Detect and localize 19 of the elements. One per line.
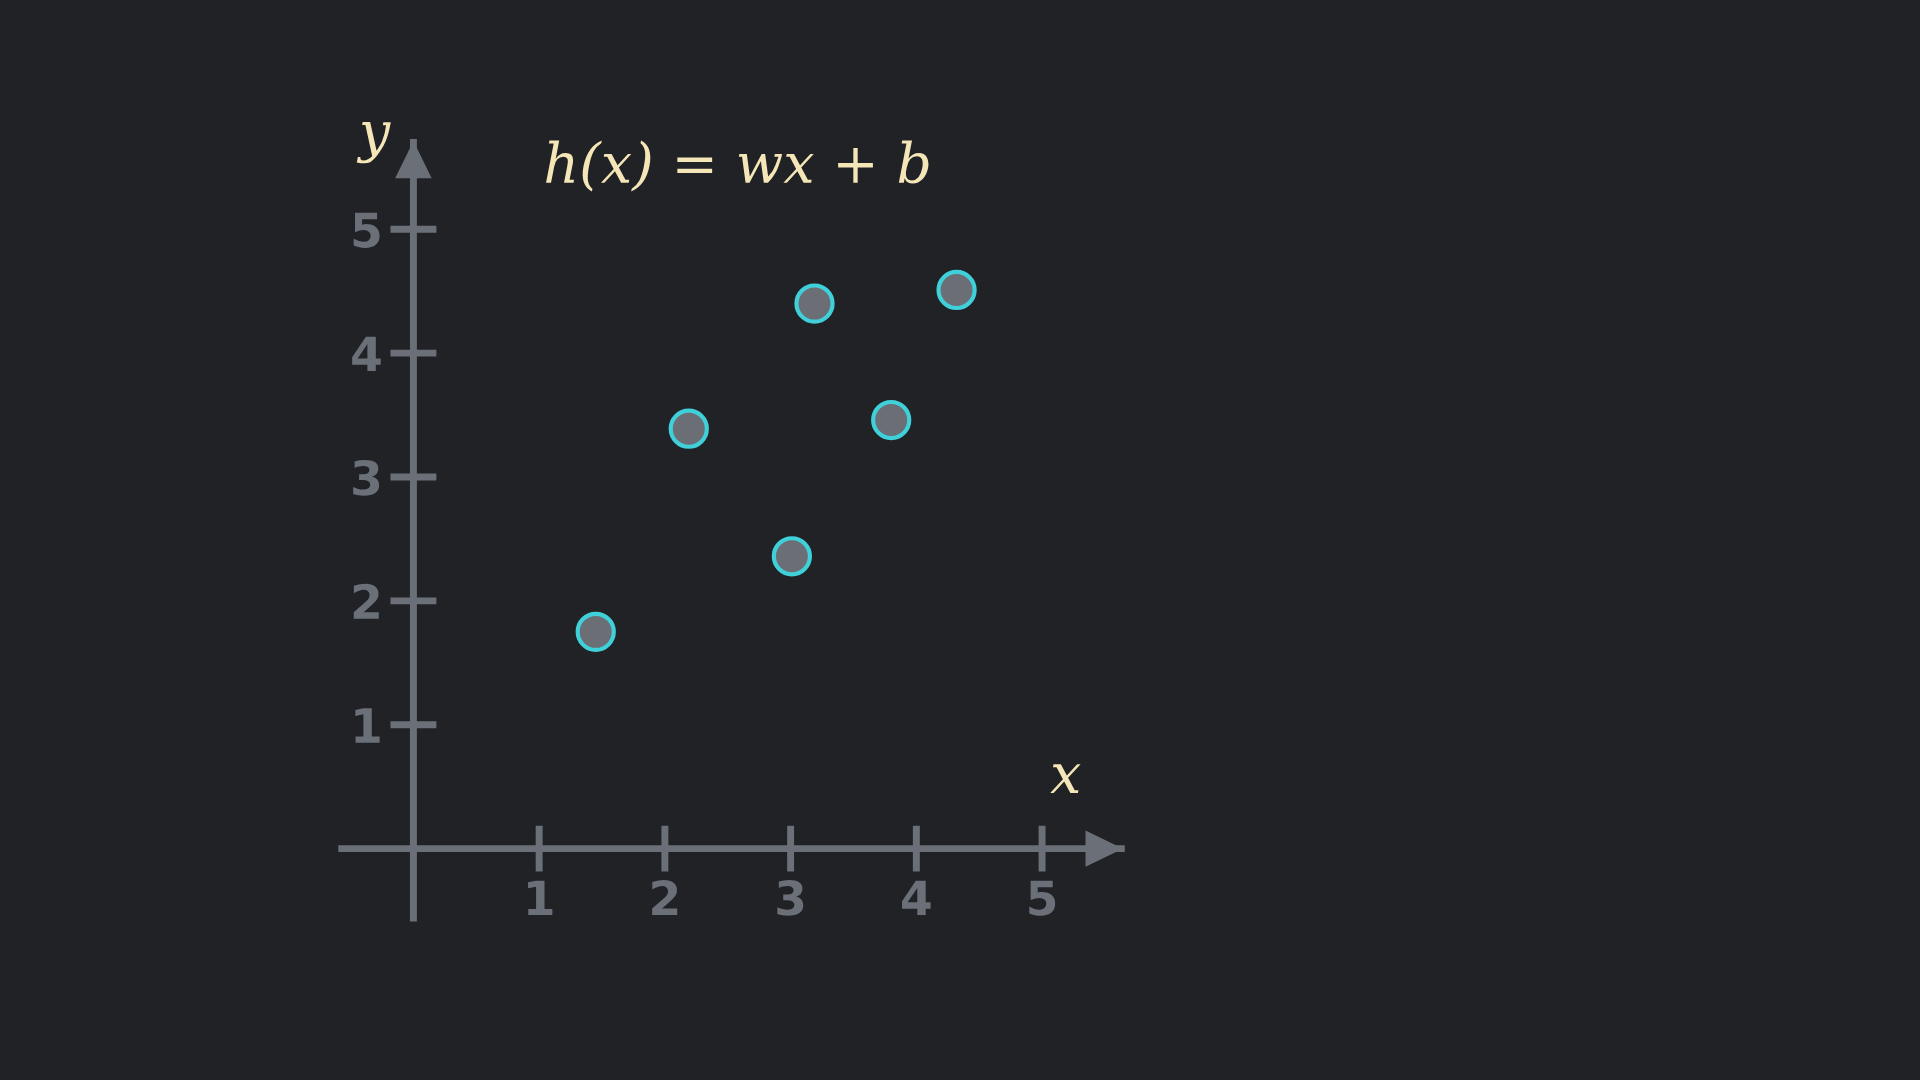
y-tick-label: 3 — [353, 459, 380, 496]
point — [575, 611, 616, 652]
point — [871, 399, 912, 441]
y-tick-label: 2 — [353, 583, 379, 619]
point — [936, 269, 977, 311]
x-axis-title: x — [1050, 764, 1081, 794]
chart-title: h(x) = wx + b — [546, 140, 929, 192]
x-tick-label: 5 — [1029, 880, 1056, 916]
point — [794, 283, 835, 324]
y-tick-label: 4 — [352, 336, 381, 372]
x-tick-label: 2 — [652, 880, 678, 916]
point — [668, 408, 709, 449]
point — [771, 536, 813, 577]
x-tick-label: 4 — [902, 880, 931, 916]
x-tick-label: 3 — [777, 880, 804, 916]
x-tick-label: 1 — [528, 880, 553, 916]
y-tick-label: 5 — [353, 212, 380, 248]
y-tick-label: 1 — [355, 708, 380, 743]
y-axis-title: y — [356, 122, 391, 164]
